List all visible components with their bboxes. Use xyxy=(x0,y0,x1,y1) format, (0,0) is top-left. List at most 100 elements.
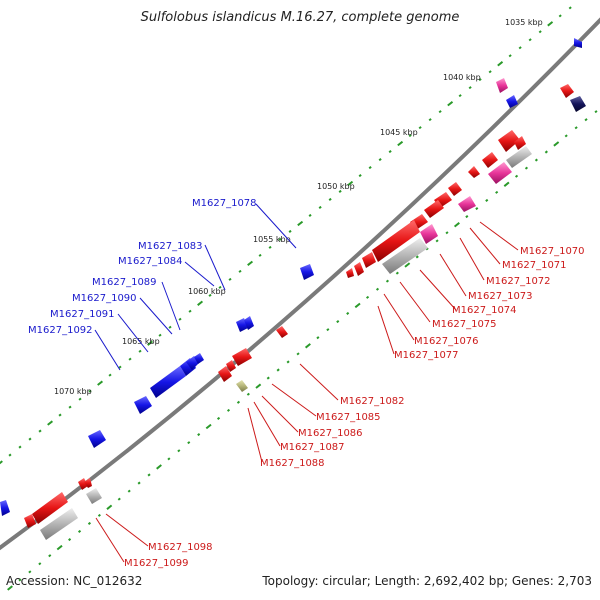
gene-label[interactable]: M1627_1078 xyxy=(192,198,257,209)
reverse-gene[interactable] xyxy=(218,366,232,382)
reverse-gene[interactable] xyxy=(276,326,288,338)
gene-label[interactable]: M1627_1088 xyxy=(260,458,325,469)
reverse-gene[interactable] xyxy=(498,130,520,152)
minor-tick xyxy=(316,336,320,340)
reverse-strand-features xyxy=(24,84,586,540)
minor-tick xyxy=(276,368,280,372)
minor-tick xyxy=(534,158,538,162)
reverse-gene[interactable] xyxy=(236,380,248,392)
minor-tick xyxy=(236,400,241,404)
minor-tick xyxy=(568,6,572,10)
reverse-gene[interactable] xyxy=(232,348,252,366)
gene-label[interactable]: M1627_1084 xyxy=(118,256,183,267)
minor-tick xyxy=(388,150,392,154)
reverse-gene[interactable] xyxy=(468,166,480,178)
minor-tick xyxy=(266,376,270,380)
gene-label[interactable]: M1627_1075 xyxy=(432,319,497,330)
reverse-gene[interactable] xyxy=(570,96,586,112)
forward-label-leaders xyxy=(94,203,297,371)
forward-gene[interactable] xyxy=(134,396,152,414)
gene-label[interactable]: M1627_1086 xyxy=(298,428,363,439)
gene-label[interactable]: M1627_1082 xyxy=(340,396,405,407)
minor-tick xyxy=(495,190,499,194)
minor-tick xyxy=(167,457,171,461)
forward-gene[interactable] xyxy=(244,316,254,330)
gene-label[interactable]: M1627_1074 xyxy=(452,305,517,316)
minor-tick xyxy=(255,383,262,389)
minor-tick xyxy=(378,158,382,162)
minor-tick xyxy=(187,441,191,445)
kbp-tick-label: 1065 kbp xyxy=(122,337,160,346)
gene-label[interactable]: M1627_1092 xyxy=(28,325,93,336)
reverse-gene[interactable] xyxy=(506,146,532,168)
reverse-gene[interactable] xyxy=(560,84,574,98)
reverse-gene[interactable] xyxy=(362,252,376,268)
reverse-gene[interactable] xyxy=(448,182,462,196)
reverse-gene[interactable] xyxy=(40,508,78,540)
minor-tick xyxy=(8,453,12,457)
forward-gene[interactable] xyxy=(496,78,508,93)
reverse-gene[interactable] xyxy=(420,224,438,244)
minor-tick xyxy=(347,180,354,187)
reverse-gene[interactable] xyxy=(84,478,92,488)
minor-tick xyxy=(127,489,131,493)
minor-tick xyxy=(106,504,113,510)
forward-gene[interactable] xyxy=(574,38,582,48)
forward-gene[interactable] xyxy=(150,366,186,398)
reverse-gene[interactable] xyxy=(382,238,428,274)
reverse-gene[interactable] xyxy=(488,162,512,184)
minor-tick xyxy=(48,554,52,558)
minor-tick xyxy=(147,340,154,346)
minor-tick xyxy=(468,86,472,90)
forward-gene[interactable] xyxy=(194,353,204,364)
minor-tick xyxy=(338,189,342,193)
gene-label[interactable]: M1627_1077 xyxy=(394,350,459,361)
reverse-gene[interactable] xyxy=(482,152,498,168)
gene-label[interactable]: M1627_1090 xyxy=(72,293,137,304)
reverse-gene[interactable] xyxy=(372,220,420,262)
minor-tick xyxy=(395,271,399,275)
gene-label[interactable]: M1627_1091 xyxy=(50,309,115,320)
reverse-gene[interactable] xyxy=(346,268,354,278)
gene-label[interactable]: M1627_1073 xyxy=(468,291,533,302)
gene-label[interactable]: M1627_1089 xyxy=(92,277,157,288)
gene-label[interactable]: M1627_1087 xyxy=(280,442,345,453)
forward-gene[interactable] xyxy=(300,264,314,280)
minor-tick xyxy=(177,449,181,453)
gene-label[interactable]: M1627_1071 xyxy=(502,260,567,271)
reverse-gene[interactable] xyxy=(424,200,444,218)
minor-tick xyxy=(297,220,304,227)
reverse-gene[interactable] xyxy=(32,492,68,524)
minor-tick xyxy=(238,269,242,273)
minor-tick xyxy=(438,110,442,114)
minor-tick xyxy=(458,94,462,98)
gene-label[interactable]: M1627_1099 xyxy=(124,558,189,569)
minor-tick xyxy=(258,253,262,257)
minor-tick xyxy=(117,497,121,501)
kbp-tick-label: 1055 kbp xyxy=(253,235,291,244)
reverse-gene[interactable] xyxy=(458,196,476,212)
reverse-gene[interactable] xyxy=(24,514,36,528)
minor-tick xyxy=(354,302,361,309)
minor-tick xyxy=(564,134,568,138)
forward-gene[interactable] xyxy=(88,430,106,448)
gene-label[interactable]: M1627_1083 xyxy=(138,241,203,252)
gene-label[interactable]: M1627_1076 xyxy=(414,336,479,347)
minor-tick xyxy=(336,320,340,324)
minor-tick xyxy=(553,141,560,147)
minor-tick xyxy=(268,245,272,249)
gene-label[interactable]: M1627_1072 xyxy=(486,276,551,287)
minor-tick xyxy=(128,357,132,361)
gene-label[interactable]: M1627_1085 xyxy=(316,412,381,423)
forward-gene[interactable] xyxy=(0,500,10,516)
gene-label[interactable]: M1627_1098 xyxy=(148,542,213,553)
reverse-gene[interactable] xyxy=(226,360,236,372)
reverse-gene[interactable] xyxy=(86,488,102,504)
gene-label[interactable]: M1627_1070 xyxy=(520,246,585,257)
kbp-tick-labels: 1035 kbp 1040 kbp 1045 kbp 1050 kbp 1055… xyxy=(54,18,543,396)
forward-gene[interactable] xyxy=(506,95,518,108)
reverse-gene[interactable] xyxy=(354,262,364,276)
reverse-gene[interactable] xyxy=(514,136,526,150)
reverse-labels: M1627_1070 M1627_1071 M1627_1072 M1627_1… xyxy=(124,246,585,569)
minor-tick xyxy=(38,562,42,566)
